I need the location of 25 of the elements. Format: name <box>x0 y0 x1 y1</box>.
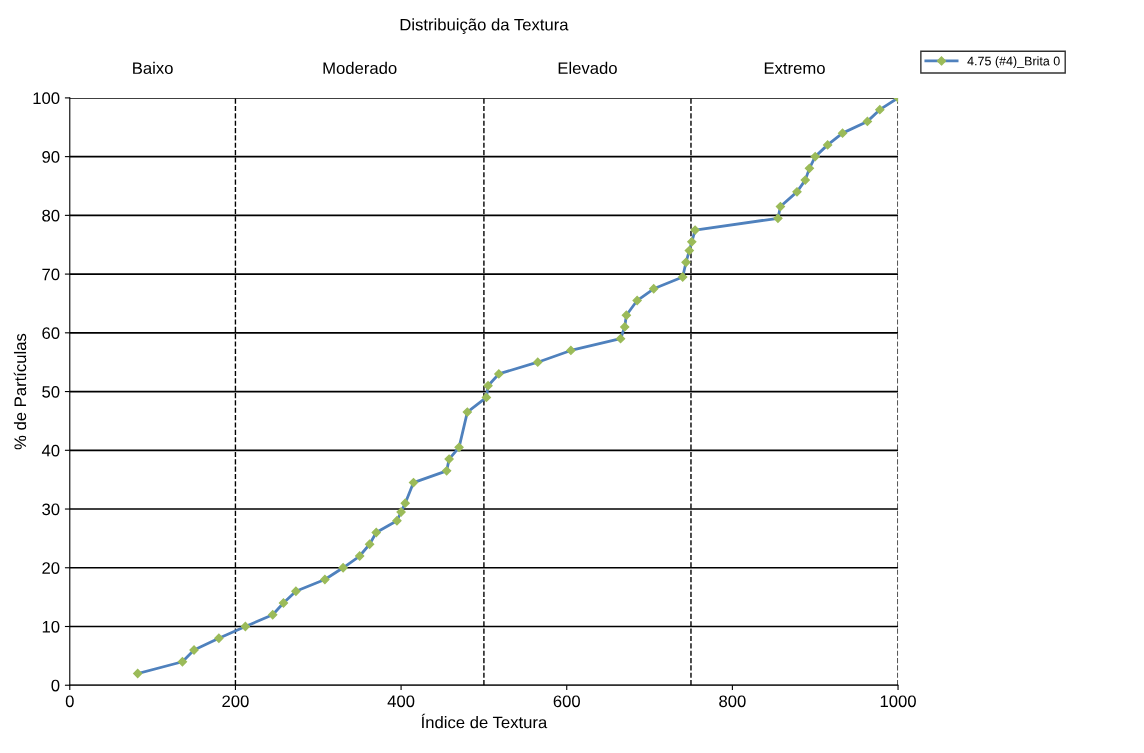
x-tick-label: 800 <box>719 695 746 708</box>
y-tick-label: 50 <box>42 385 60 398</box>
x-tick-label: 1000 <box>880 695 916 708</box>
x-tick-label: 0 <box>65 695 74 708</box>
y-tick-label: 60 <box>42 327 60 340</box>
chart-title: Distribuição da Textura <box>400 18 569 34</box>
legend-label: 4.75 (#4)_Brita 0 <box>967 56 1060 68</box>
text: Moderado <box>323 61 397 75</box>
y-tick-label: 30 <box>42 503 60 516</box>
y-tick-label: 80 <box>42 209 60 222</box>
x-tick-label: 400 <box>387 695 415 708</box>
text: Extremo <box>764 62 825 75</box>
y-tick-label: 10 <box>42 620 60 633</box>
y-tick-label: 40 <box>41 444 60 457</box>
y-tick-label: 70 <box>42 268 60 281</box>
y-tick-label: 20 <box>42 562 60 574</box>
y-axis-title: % de Partículas <box>13 333 27 450</box>
x-tick-label: 200 <box>222 695 249 708</box>
y-tick-label: 90 <box>42 151 60 163</box>
text: Elevado <box>558 61 617 75</box>
y-tick-label: 0 <box>51 679 60 692</box>
x-tick-label: 600 <box>553 695 580 708</box>
x-axis-title: Índice de Textura <box>421 713 548 729</box>
text: Baixo <box>133 61 173 75</box>
y-tick-label: 100 <box>33 92 60 105</box>
